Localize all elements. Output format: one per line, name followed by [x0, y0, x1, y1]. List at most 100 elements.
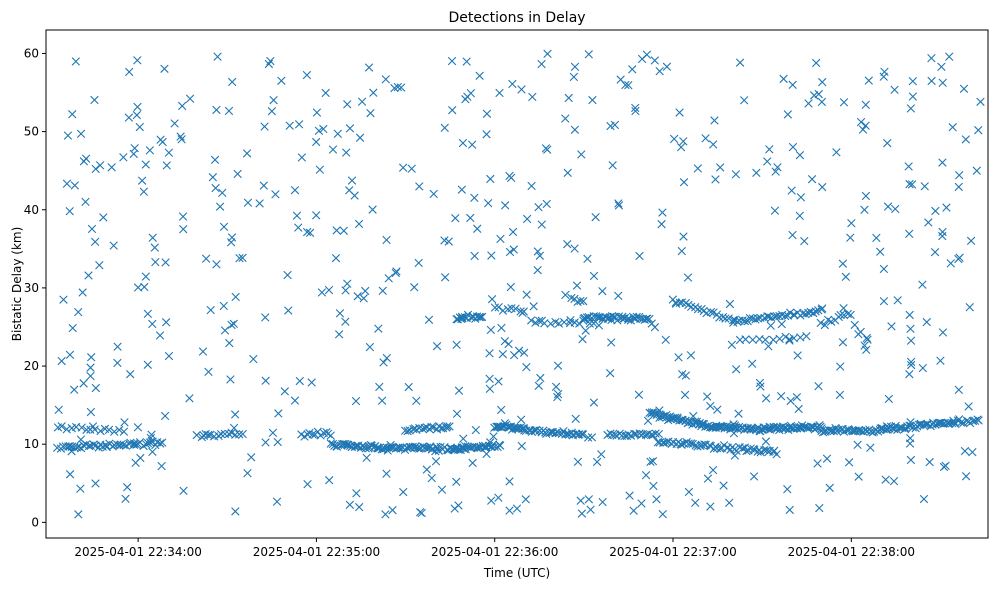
- data-point-325: [475, 71, 484, 80]
- data-point-913: [567, 293, 576, 303]
- data-point-265: [133, 56, 142, 65]
- data-point-497: [891, 204, 900, 214]
- data-point-531: [70, 385, 79, 394]
- data-point-2: [384, 274, 393, 283]
- data-point-263: [143, 360, 152, 369]
- data-point-1323: [802, 332, 811, 341]
- data-point-186: [119, 153, 128, 162]
- data-point-627: [116, 440, 126, 449]
- data-point-532: [382, 469, 391, 478]
- data-point-666: [214, 431, 223, 441]
- data-point-211: [368, 205, 377, 214]
- data-point-77: [938, 231, 947, 241]
- data-point-1294: [772, 311, 781, 321]
- data-point-530: [777, 319, 786, 329]
- y-tick-label-1: 10: [24, 437, 39, 451]
- data-point-862: [498, 306, 508, 315]
- data-point-12: [927, 76, 936, 86]
- data-point-230: [230, 410, 240, 419]
- data-point-95: [931, 206, 940, 216]
- data-point-487: [219, 301, 228, 311]
- data-point-336: [583, 433, 593, 442]
- data-point-501: [517, 441, 527, 451]
- data-point-421: [883, 138, 892, 148]
- data-point-414: [706, 401, 715, 411]
- x-tick-label-0: 2025-04-01 22:34:00: [74, 545, 201, 559]
- y-tick-label-6: 60: [24, 46, 39, 60]
- data-point-343: [646, 457, 655, 467]
- data-point-795: [458, 313, 467, 323]
- data-point-517: [57, 356, 66, 366]
- data-point-533: [198, 347, 208, 356]
- data-point-207: [90, 95, 99, 105]
- data-point-523: [589, 271, 599, 281]
- data-point-136: [381, 75, 390, 84]
- data-point-320: [145, 146, 155, 155]
- data-point-19: [788, 80, 797, 90]
- data-point-99: [571, 414, 580, 424]
- data-point-285: [355, 133, 365, 142]
- data-point-278: [811, 58, 821, 68]
- data-point-196: [535, 251, 545, 260]
- data-point-357: [148, 447, 157, 456]
- data-point-1288: [756, 313, 765, 323]
- data-point-576: [577, 509, 587, 518]
- data-point-489: [841, 272, 851, 282]
- data-point-155: [648, 457, 658, 466]
- data-point-1171: [921, 420, 930, 430]
- data-point-335: [212, 105, 221, 115]
- x-tick-label-3: 2025-04-01 22:37:00: [609, 545, 736, 559]
- data-point-579: [227, 77, 237, 87]
- data-point-667: [216, 429, 226, 439]
- data-point-1317: [761, 335, 770, 344]
- data-point-1312: [727, 340, 737, 350]
- data-point-319: [537, 59, 546, 69]
- data-point-274: [233, 169, 242, 179]
- data-point-252: [164, 351, 174, 361]
- data-point-232: [572, 281, 582, 290]
- data-point-685: [326, 431, 335, 440]
- data-point-139: [716, 163, 725, 172]
- data-point-189: [468, 458, 477, 468]
- data-point-157: [68, 110, 77, 119]
- data-point-6: [424, 315, 434, 324]
- data-point-28: [908, 76, 917, 86]
- data-point-970: [631, 429, 641, 439]
- data-point-525: [227, 233, 237, 242]
- data-point-436: [614, 199, 623, 208]
- data-point-78: [382, 235, 391, 245]
- data-point-192: [795, 150, 805, 160]
- data-point-550: [629, 506, 638, 515]
- data-point-198: [708, 465, 718, 475]
- data-point-1138: [866, 427, 876, 436]
- data-point-141: [381, 510, 390, 519]
- data-point-387: [243, 468, 252, 478]
- data-point-567: [341, 317, 350, 326]
- data-point-789: [443, 422, 452, 431]
- y-tick-label-4: 40: [24, 203, 39, 217]
- data-point-1158: [898, 423, 907, 433]
- data-point-713: [367, 441, 376, 451]
- data-point-27: [906, 104, 916, 113]
- data-point-112: [968, 448, 977, 457]
- data-point-131: [317, 288, 327, 297]
- data-point-656: [104, 425, 114, 435]
- data-point-105: [157, 461, 166, 471]
- data-point-201: [785, 505, 794, 515]
- data-point-502: [589, 398, 599, 407]
- data-point-337: [584, 495, 594, 504]
- data-point-166: [342, 148, 351, 157]
- data-point-446: [553, 389, 563, 399]
- data-point-1187: [947, 418, 957, 428]
- data-point-289: [683, 273, 693, 282]
- y-tick-label-2: 20: [24, 359, 39, 373]
- data-point-845: [503, 422, 512, 431]
- data-point-493: [631, 106, 640, 116]
- data-point-505: [764, 342, 773, 351]
- data-point-860: [490, 303, 500, 312]
- data-point-506: [123, 483, 132, 492]
- data-point-460: [946, 259, 955, 268]
- data-point-888: [561, 430, 570, 439]
- data-point-163: [522, 362, 531, 372]
